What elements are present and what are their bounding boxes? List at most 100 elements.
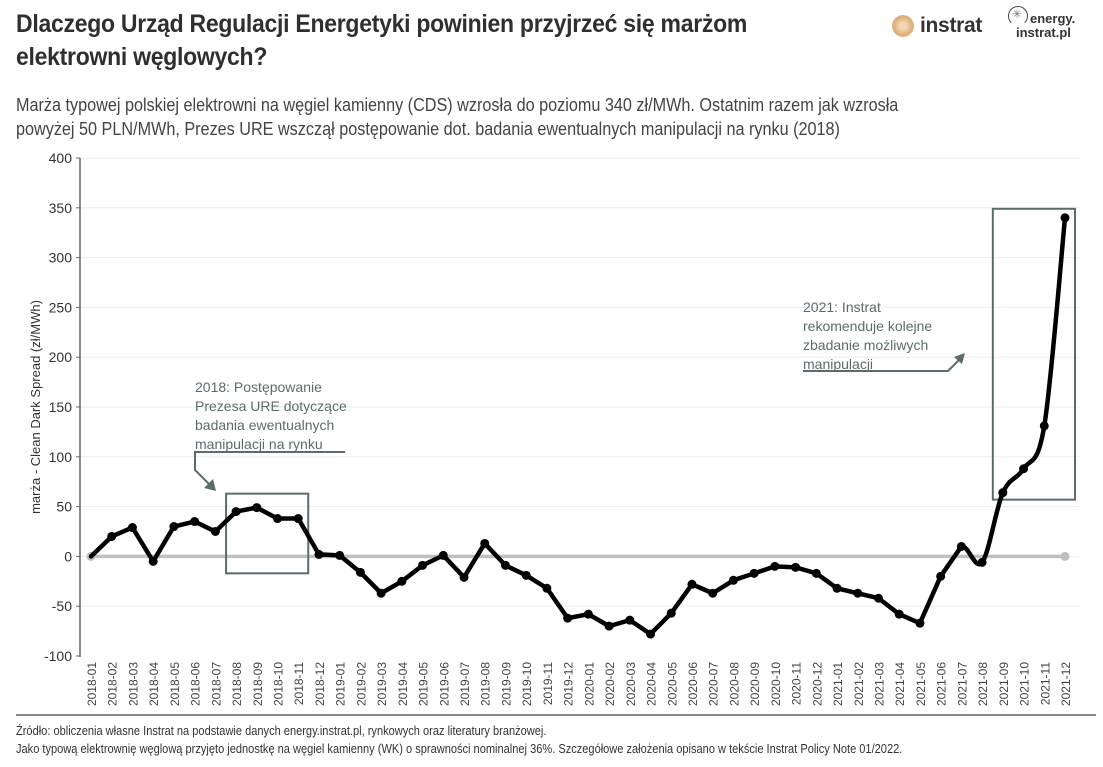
annotation-text-2018: manipulacji na rynku [195, 436, 323, 452]
x-tick-label: 2018-08 [230, 662, 244, 706]
y-tick-label: 200 [49, 349, 73, 365]
x-tick-label: 2019-01 [334, 662, 348, 706]
cds-point [811, 568, 821, 578]
annotation-text-2021: manipulacji [803, 356, 873, 372]
cds-point [977, 557, 987, 567]
chart-subtitle-line2: powyżej 50 PLN/MWh, Prezes URE wszczął p… [16, 119, 840, 139]
x-axis-ticks: 2018-01 2018-02 2018-03 2018-04 2018-05 2018-… [85, 662, 1073, 706]
footer-note: Źródło: obliczenia własne Instrat na pod… [16, 722, 1087, 758]
instrat-logo-text: instrat [920, 14, 983, 37]
cds-point [480, 538, 490, 548]
cds-series [88, 213, 1070, 639]
x-tick-label: 2021-06 [935, 662, 949, 706]
cds-point [894, 609, 904, 619]
chart-subtitle-line1: Marża typowej polskiej elektrowni na węg… [16, 95, 899, 115]
x-tick-label: 2020-01 [582, 662, 596, 706]
y-tick-label: 350 [49, 200, 73, 216]
x-tick-label: 2021-03 [872, 662, 886, 706]
x-tick-label: 2020-06 [686, 662, 700, 706]
cds-point [231, 507, 241, 517]
cds-point [314, 549, 324, 559]
annotation-box [225, 492, 310, 575]
y-tick-label: 0 [64, 548, 72, 564]
y-tick-label: 250 [49, 299, 73, 315]
cds-point [521, 570, 531, 580]
chart-subtitle: Marża typowej polskiej elektrowni na węg… [16, 93, 1042, 141]
x-tick-label: 2021-04 [893, 662, 907, 706]
cds-point [956, 541, 966, 551]
x-tick-label: 2020-02 [603, 662, 617, 706]
y-tick-label: 300 [49, 250, 73, 266]
cds-point [127, 523, 137, 533]
annotation-text-2018: badania ewentualnych [195, 417, 334, 433]
annotation-text-2018: Prezesa URE dotyczące [195, 398, 347, 414]
x-tick-label: 2021-09 [997, 662, 1011, 706]
x-tick-label: 2018-11 [292, 662, 306, 705]
y-tick-label: -50 [52, 598, 72, 614]
x-tick-label: 2020-03 [624, 662, 638, 706]
cds-point [998, 488, 1008, 498]
line-chart: -100 -50 0 50 100 150 200 250 300 350 400 marża - … [28, 150, 1080, 706]
y-tick-label: 50 [56, 499, 72, 515]
cds-point [666, 608, 676, 618]
cds-point [107, 531, 117, 541]
cds-point [728, 575, 738, 585]
chart-title-line2: elektrowni węglowych? [16, 43, 268, 71]
lightbulb-icon [1008, 6, 1028, 26]
y-tick-label: 150 [49, 399, 73, 415]
footer-divider [16, 714, 1096, 716]
cds-point [604, 621, 614, 631]
y-axis-label: marża - Clean Dark Spread (zł/MWh) [28, 300, 43, 514]
x-tick-label: 2019-04 [396, 662, 410, 706]
x-tick-label: 2018-09 [251, 662, 265, 706]
x-tick-label: 2021-07 [955, 662, 969, 706]
x-tick-label: 2018-12 [313, 662, 327, 706]
cds-point [1039, 421, 1049, 431]
cds-point [438, 550, 448, 560]
instrat-flower-icon [892, 15, 914, 37]
annotation-box [991, 207, 1076, 501]
x-tick-label: 2020-07 [707, 662, 721, 706]
y-tick-label: 400 [49, 150, 73, 166]
energy-logo-line1: energy. [1030, 11, 1076, 26]
annotation-text-2021: rekomenduje kolejne [803, 318, 932, 334]
logos: instrat ✳ energy. instrat.pl [888, 6, 1098, 46]
x-tick-label: 2020-08 [727, 662, 741, 706]
cds-point [563, 613, 573, 623]
cds-point [832, 583, 842, 593]
energy-logo-line2: instrat.pl [1016, 25, 1071, 40]
cds-point [459, 572, 469, 582]
x-tick-label: 2021-01 [831, 662, 845, 706]
cds-point [210, 527, 220, 536]
cds-point [770, 561, 780, 571]
cds-point [355, 567, 365, 577]
x-tick-label: 2019-07 [458, 662, 472, 706]
x-tick-label: 2019-08 [479, 662, 493, 706]
footer-source: Źródło: obliczenia własne Instrat na pod… [16, 723, 547, 738]
cds-point [335, 550, 345, 560]
x-tick-label: 2018-02 [106, 662, 120, 706]
cds-point [853, 588, 863, 598]
cds-point [376, 588, 386, 598]
cds-point [542, 583, 552, 593]
cds-point [873, 593, 883, 603]
x-tick-label: 2018-04 [147, 662, 161, 706]
annotations: 2018: Postępowanie Prezesa URE dotyczące b… [194, 207, 1076, 575]
x-tick-label: 2021-11 [1038, 662, 1052, 705]
cds-point [148, 556, 158, 566]
x-tick-label: 2018-03 [126, 662, 140, 706]
zero-point [1060, 551, 1070, 561]
cds-point [749, 568, 759, 578]
x-tick-label: 2019-12 [562, 662, 576, 706]
cds-point [791, 562, 801, 572]
annotation-text-2021: 2021: Instrat [803, 299, 881, 315]
x-tick-label: 2018-10 [272, 662, 286, 706]
x-tick-label: 2019-06 [437, 662, 451, 706]
x-tick-label: 2020-09 [748, 662, 762, 706]
x-tick-label: 2020-12 [810, 662, 824, 706]
annotation-leader-2018 [194, 451, 345, 486]
arrow-icon [954, 353, 965, 364]
x-tick-label: 2021-05 [914, 662, 928, 706]
cds-point [418, 560, 428, 570]
cds-point [708, 588, 718, 598]
